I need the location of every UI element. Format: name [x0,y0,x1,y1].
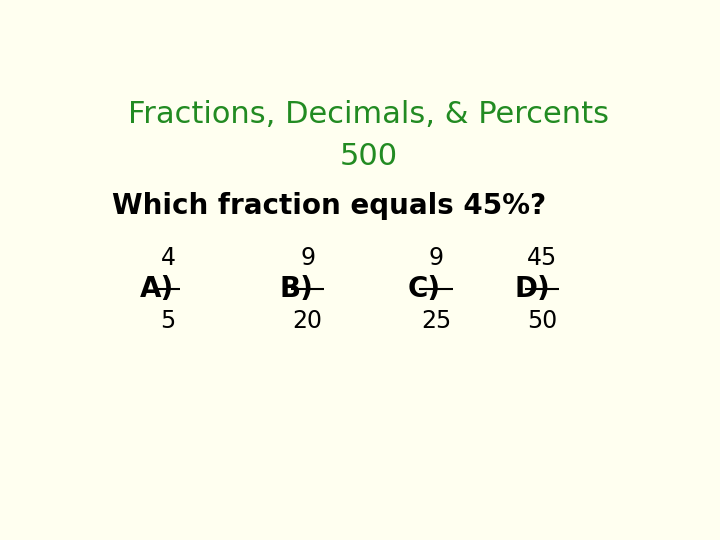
Text: Which fraction equals 45%?: Which fraction equals 45%? [112,192,546,220]
Text: 5: 5 [161,308,176,333]
Text: B): B) [280,275,314,303]
Text: D): D) [514,275,550,303]
Text: 45: 45 [527,246,557,270]
Text: 25: 25 [420,308,451,333]
Text: 50: 50 [527,308,557,333]
Text: A): A) [140,275,174,303]
Text: 4: 4 [161,246,176,270]
Text: 500: 500 [340,142,398,171]
Text: 20: 20 [292,308,323,333]
Text: 9: 9 [300,246,315,270]
Text: Fractions, Decimals, & Percents: Fractions, Decimals, & Percents [128,100,610,129]
Text: 9: 9 [428,246,444,270]
Text: C): C) [408,275,441,303]
